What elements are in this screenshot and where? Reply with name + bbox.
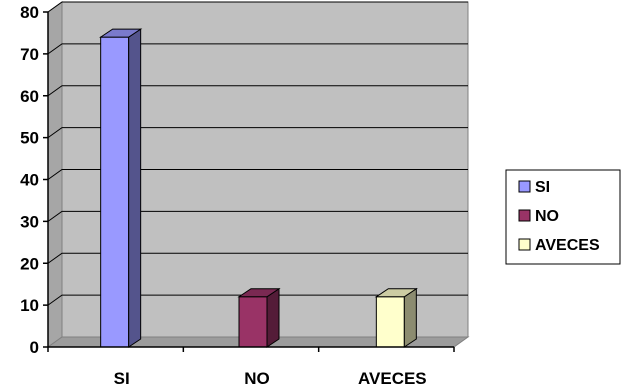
bars — [99, 28, 418, 348]
y-tick-label: 70 — [20, 45, 39, 64]
y-tick-label: 40 — [20, 171, 39, 190]
bar-front — [375, 296, 405, 348]
gridline — [47, 210, 468, 222]
x-tick-label: AVECES — [358, 369, 427, 387]
gridline — [47, 169, 468, 180]
gridline — [47, 252, 468, 264]
y-tick-label: 0 — [30, 338, 39, 357]
bar-side — [403, 287, 417, 348]
y-tick-label: 80 — [20, 3, 39, 22]
legend-item-aveces: AVECES — [518, 237, 600, 254]
x-tick-label: NO — [244, 369, 270, 387]
bar-aveces — [374, 287, 418, 348]
bar-top — [99, 28, 143, 38]
gridline — [47, 127, 468, 139]
y-tick-label: 50 — [20, 129, 39, 148]
x-tick-label: SI — [114, 369, 130, 387]
y-tick-label: 10 — [20, 296, 39, 315]
bar-top — [237, 288, 281, 298]
gridline — [47, 1, 468, 13]
legend-label: NO — [535, 208, 559, 225]
legend-swatch — [518, 238, 531, 251]
legend-label: SI — [535, 179, 550, 196]
gridline — [47, 85, 468, 97]
y-tick-label: 20 — [20, 254, 39, 273]
bar-front — [238, 296, 268, 348]
legend-item-si: SI — [518, 179, 550, 196]
bar-no — [237, 287, 281, 348]
bar-side — [266, 287, 280, 348]
legend-label: AVECES — [535, 237, 600, 254]
legend-swatch — [518, 209, 531, 222]
legend-swatch — [518, 180, 531, 193]
bar-side — [128, 28, 142, 348]
gridline — [47, 294, 468, 306]
y-tick-label: 60 — [20, 87, 39, 106]
legend-item-no: NO — [518, 208, 559, 225]
gridline — [47, 43, 468, 55]
legend: SI NO AVECES — [505, 169, 621, 265]
bar-front — [100, 36, 130, 348]
bar-top — [374, 288, 418, 298]
y-axis: 0 10 20 30 40 50 60 70 80 — [20, 3, 49, 357]
bar-si — [99, 28, 143, 348]
y-tick-label: 30 — [20, 212, 39, 231]
x-axis: SI NO AVECES — [47, 346, 455, 387]
